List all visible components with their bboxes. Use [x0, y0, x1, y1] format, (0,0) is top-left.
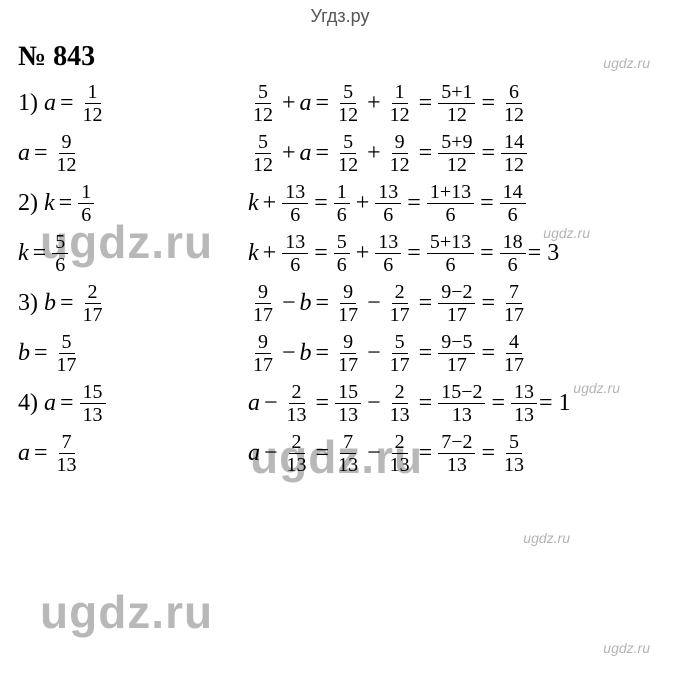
variable: k — [44, 190, 55, 217]
variable: b — [44, 290, 56, 317]
computation: a−213=1513−213=15−213=1313 = 1 — [248, 382, 662, 425]
computation: 512+a=512+912=5+912=1412 — [248, 132, 662, 175]
equals: = — [34, 140, 48, 167]
given-value: a=713 — [18, 432, 248, 475]
solution-row: 2) k=16k+136=16+136=1+136=146 — [18, 181, 662, 225]
problem-index: 3) — [18, 290, 44, 317]
equals: = — [59, 190, 73, 217]
watermark-small: ugdz.ru — [523, 530, 570, 546]
computation: 917−b=917−517=9−517=417 — [248, 332, 662, 375]
site-header: Угдз.ру — [0, 0, 680, 27]
equals: = — [60, 390, 74, 417]
given-value: a=912 — [18, 132, 248, 175]
computation: a−213=713−213=7−213=513 — [248, 432, 662, 475]
equals: = — [60, 90, 74, 117]
watermark-small: ugdz.ru — [603, 640, 650, 656]
given-value: 1) a=112 — [18, 82, 248, 125]
solution-content: 1) a=112512+a=512+112=5+112=612a=912512+… — [0, 81, 680, 475]
variable: b — [18, 340, 30, 367]
given-value: k=56 — [18, 232, 248, 275]
given-value: 2) k=16 — [18, 182, 248, 225]
equals: = — [34, 440, 48, 467]
variable: a — [44, 390, 56, 417]
solution-row: k=56k+136=56+136=5+136=186 = 3 — [18, 231, 662, 275]
problem-number-title: № 843 — [18, 41, 680, 73]
watermark-big: ugdz.ru — [40, 585, 213, 639]
computation: k+136=56+136=5+136=186 = 3 — [248, 232, 662, 275]
problem-index: 2) — [18, 190, 44, 217]
equals: = — [34, 340, 48, 367]
computation: 512+a=512+112=5+112=612 — [248, 82, 662, 125]
solution-row: b=517917−b=917−517=9−517=417 — [18, 331, 662, 375]
equals: = — [33, 240, 47, 267]
given-value: 3) b=217 — [18, 282, 248, 325]
solution-row: a=713a−213=713−213=7−213=513 — [18, 431, 662, 475]
solution-row: 3) b=217917−b=917−217=9−217=717 — [18, 281, 662, 325]
computation: k+136=16+136=1+136=146 — [248, 182, 662, 225]
computation: 917−b=917−217=9−217=717 — [248, 282, 662, 325]
solution-row: 4) a=1513a−213=1513−213=15−213=1313 = 1 — [18, 381, 662, 425]
given-value: b=517 — [18, 332, 248, 375]
problem-index: 4) — [18, 390, 44, 417]
solution-row: 1) a=112512+a=512+112=5+112=612 — [18, 81, 662, 125]
variable: k — [18, 240, 29, 267]
given-value: 4) a=1513 — [18, 382, 248, 425]
variable: a — [18, 440, 30, 467]
equals: = — [60, 290, 74, 317]
solution-row: a=912512+a=512+912=5+912=1412 — [18, 131, 662, 175]
variable: a — [44, 90, 56, 117]
variable: a — [18, 140, 30, 167]
problem-index: 1) — [18, 90, 44, 117]
